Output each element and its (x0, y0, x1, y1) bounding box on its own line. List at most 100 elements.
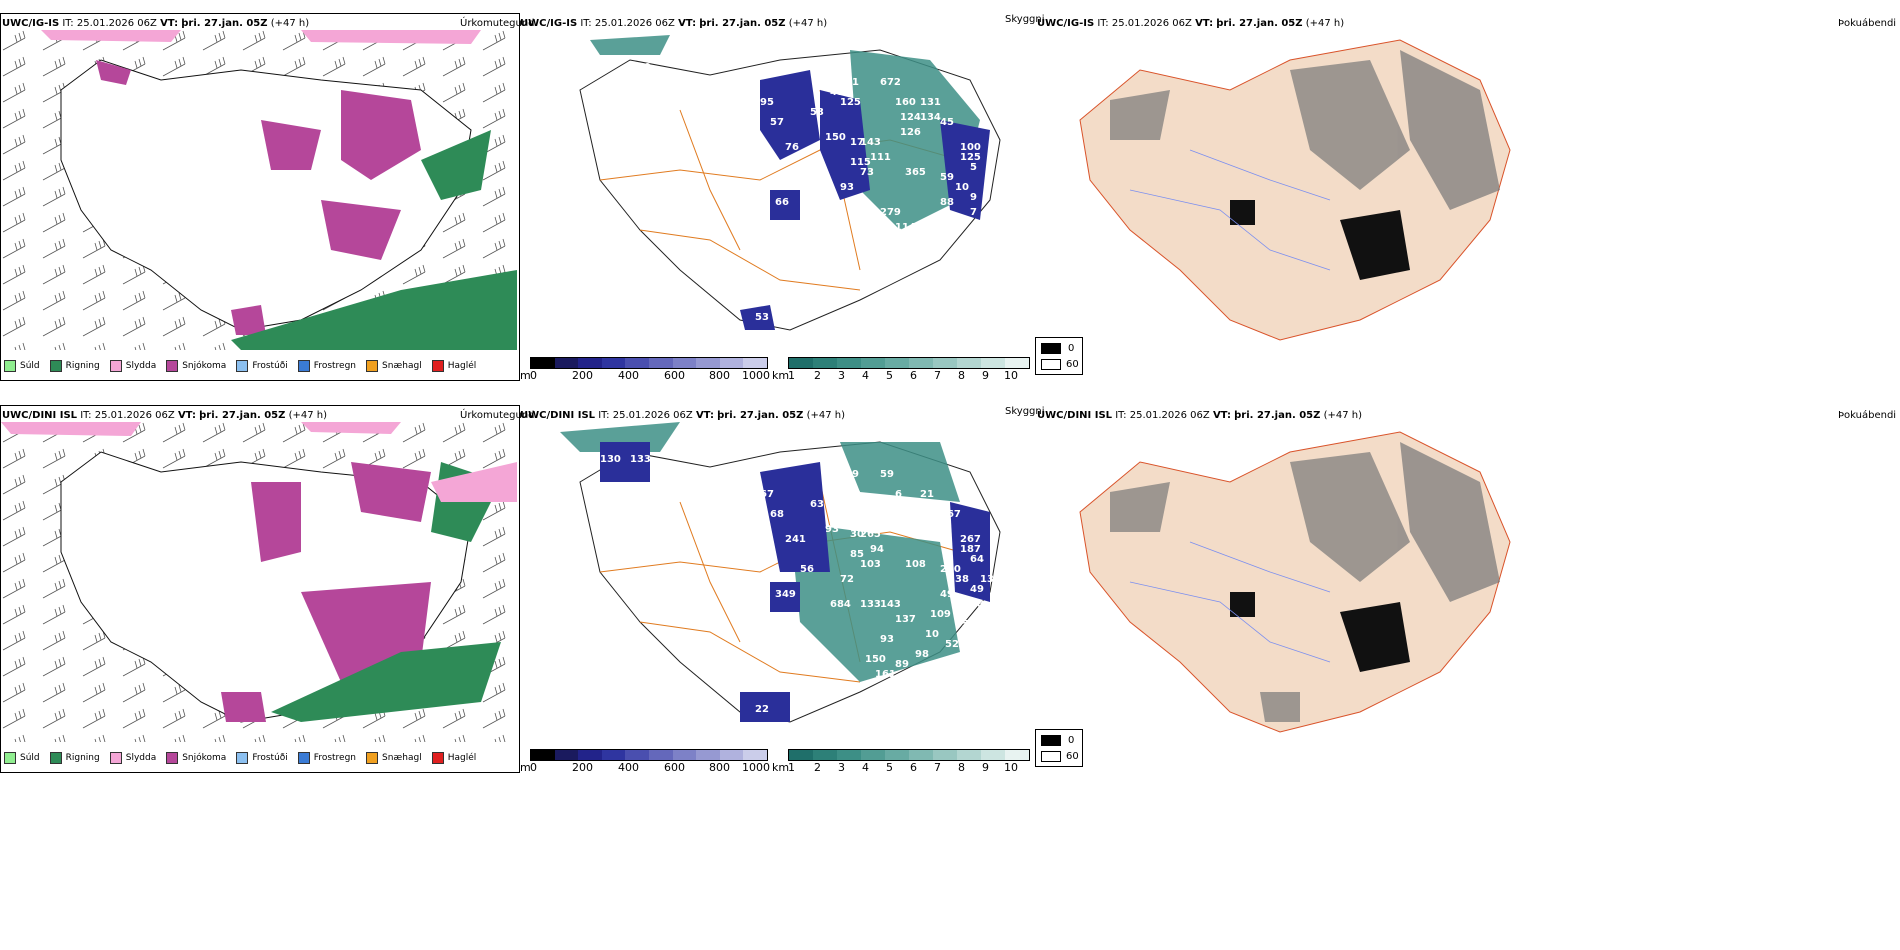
header-fog-row1: UWC/IG-IS IT: 25.01.2026 06Z VT: þri. 27… (1037, 18, 1345, 29)
elev-colorbar-row1: m 0 200 400 600 800 1000 (520, 357, 770, 387)
precip-legend-row1: Súld Rigning Slydda Snjókoma Frostúði Fr… (4, 360, 476, 372)
visibility-value-label: 49 (940, 589, 954, 600)
vis-colorbar-row2: km 1 2 3 4 5 6 7 8 9 10 (772, 749, 1032, 779)
fog-map-row1 (1079, 39, 1511, 341)
visibility-value-label: 108 (905, 559, 926, 570)
visibility-value-label: 143 (880, 599, 901, 610)
visibility-value-label: 125 (960, 152, 981, 163)
visibility-value-label: 30 (850, 529, 864, 540)
legend-swatch (166, 360, 179, 372)
visibility-value-label: 126 (900, 127, 921, 138)
visibility-value-label: 47 (830, 87, 844, 98)
elev-tick: 400 (618, 369, 639, 382)
legend-item: Slydda (109, 752, 156, 764)
fog-swatch-black (1041, 735, 1061, 746)
visibility-value-label: 109 (930, 609, 951, 620)
elev-colorbar-row2: m 0 200 400 600 800 1000 (520, 749, 770, 779)
fog-label: 0 (1068, 735, 1075, 746)
visibility-value-label: 134 (920, 112, 941, 123)
visibility-value-label: 94 (870, 544, 884, 555)
visibility-value-label: 7 (970, 207, 977, 218)
legend-swatch (109, 752, 122, 764)
vis-tick: 1 (788, 369, 795, 382)
vis-tick: 9 (982, 369, 989, 382)
visibility-value-label: 76 (785, 142, 799, 153)
visibility-value-label: 133 (630, 454, 651, 465)
vis-tick: 3 (838, 369, 845, 382)
visibility-value-label: 95 (760, 97, 774, 108)
legend-item: Haglél (431, 360, 476, 372)
visibility-value-label: 143 (860, 137, 881, 148)
visibility-value-label: 57 (770, 117, 784, 128)
legend-item: Haglél (431, 752, 476, 764)
visibility-value-label: 65 (860, 207, 874, 218)
fog-label: 0 (1068, 343, 1075, 354)
vis-tick: 4 (862, 369, 869, 382)
visibility-value-label: 220 (940, 564, 961, 575)
legend-swatch (49, 752, 62, 764)
vis-tick: 5 (886, 761, 893, 774)
legend-item: Súld (4, 752, 40, 764)
visibility-value-label: 29 (830, 479, 844, 490)
vis-tick: 8 (958, 369, 965, 382)
legend-swatch (297, 752, 310, 764)
visibility-value-label: 82 (865, 262, 879, 273)
visibility-value-label: 5 (970, 162, 977, 173)
visibility-value-label: 67 (760, 489, 774, 500)
legend-swatch (4, 752, 16, 764)
fog-title-row1: Þokuábendi (1838, 18, 1897, 29)
elev-tick: 600 (664, 369, 685, 382)
visibility-value-label: 81 (845, 77, 859, 88)
vis-tick: 1 (788, 761, 795, 774)
vis-bar-strip (788, 357, 1030, 369)
precip-title-row1: Úrkomutegund (460, 18, 535, 29)
vis-tick: 2 (814, 761, 821, 774)
elev-bar-strip (530, 357, 768, 369)
visibility-value-label: 265 (860, 529, 881, 540)
elev-unit: m (520, 761, 531, 774)
visibility-value-label: 21 (880, 242, 894, 253)
visibility-value-label: 21 (920, 489, 934, 500)
visibility-value-label: 246 (900, 519, 921, 530)
legend-swatch (236, 752, 249, 764)
fog-title-row2: Þokuábendi (1838, 410, 1897, 421)
vis-tick: 8 (958, 761, 965, 774)
visibility-value-label: 9 (970, 192, 977, 203)
legend-item: Rigning (49, 360, 100, 372)
visibility-value-label: 17 (850, 137, 864, 148)
vis-tick: 9 (982, 761, 989, 774)
visibility-value-label: 141 (910, 669, 931, 680)
visibility-value-label: 125 (840, 97, 861, 108)
visibility-value-label: 68 (770, 509, 784, 520)
legend-swatch (4, 360, 16, 372)
fog-swatch-black (1041, 343, 1061, 354)
visibility-value-label: 124 (900, 112, 921, 123)
elev-tick: 0 (530, 369, 537, 382)
visibility-value-label: 684 (830, 599, 851, 610)
legend-swatch (236, 360, 249, 372)
vis-bar-strip (788, 749, 1030, 761)
elev-tick: 200 (572, 369, 593, 382)
vis-tick: 7 (934, 369, 941, 382)
legend-swatch (297, 360, 310, 372)
visibility-value-label: 59 (940, 172, 954, 183)
elev-tick: 1000 (742, 369, 770, 382)
visibility-value-label: 349 (775, 589, 796, 600)
legend-swatch (366, 360, 379, 372)
legend-swatch (431, 360, 444, 372)
visibility-value-label: 365 (905, 167, 926, 178)
header-vis-row2: UWC/DINI ISL IT: 25.01.2026 06Z VT: þri.… (520, 410, 846, 421)
visibility-value-label: 88 (970, 599, 984, 610)
elev-tick: 800 (709, 369, 730, 382)
legend-swatch (166, 752, 179, 764)
visibility-value-label: 56 (800, 564, 814, 575)
visibility-value-label: 150 (865, 654, 886, 665)
vis-tick: 10 (1004, 369, 1018, 382)
visibility-value-label: 131 (920, 97, 941, 108)
visibility-value-label: 103 (860, 559, 881, 570)
visibility-value-label: 241 (785, 534, 806, 545)
visibility-value-label: 38 (955, 574, 969, 585)
visibility-value-label: 53 (755, 312, 769, 323)
visibility-value-label: 37 (920, 504, 934, 515)
